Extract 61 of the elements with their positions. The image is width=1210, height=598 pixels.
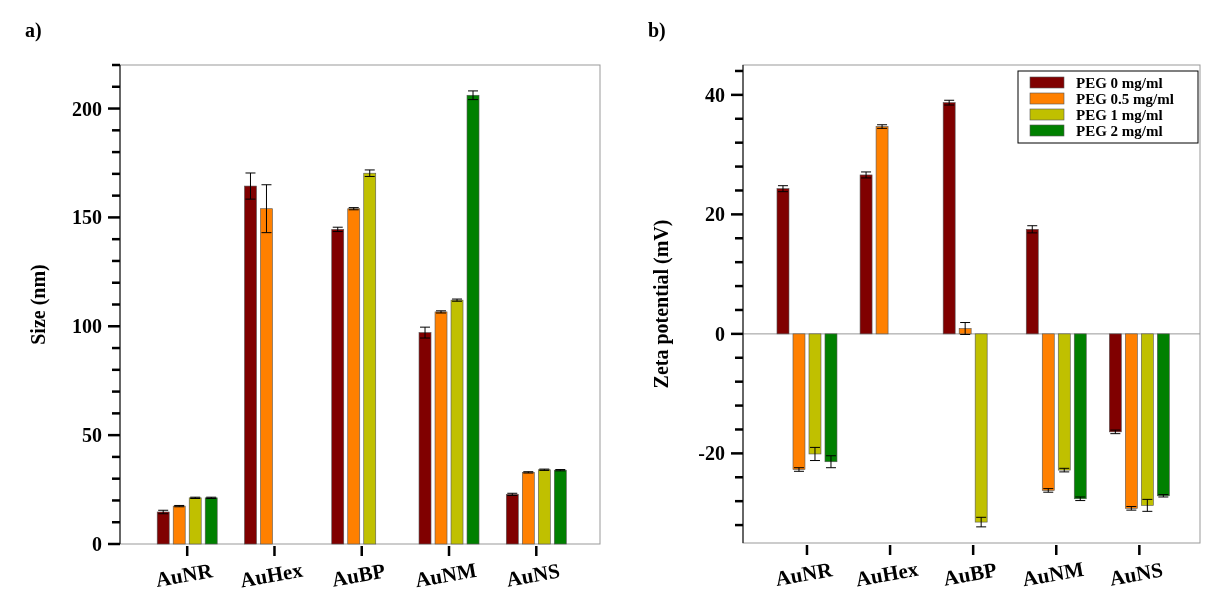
bar (1041, 333, 1055, 491)
bar (204, 497, 218, 545)
y-tick-label: 20 (705, 203, 725, 226)
bar (1073, 333, 1087, 500)
bar (188, 497, 202, 545)
bar (776, 188, 790, 335)
bar (156, 511, 170, 545)
legend-label: PEG 2 mg/ml (1076, 123, 1163, 140)
bar (331, 229, 345, 545)
legend-label: PEG 1 mg/ml (1076, 107, 1163, 124)
bar (521, 472, 535, 545)
x-tick-label: AuNS (1107, 557, 1165, 591)
x-tick-label: AuBP (941, 557, 999, 591)
chart-title: b) (648, 19, 666, 42)
y-tick-label: 200 (72, 97, 102, 120)
bar (808, 333, 822, 455)
chart-title: a) (25, 19, 42, 42)
bar (553, 469, 567, 545)
y-axis-title: Zeta potential (mV) (650, 219, 673, 389)
bar (505, 494, 519, 545)
y-tick-label: 50 (82, 424, 102, 447)
x-tick-label: AuNR (773, 557, 835, 591)
bar (450, 299, 464, 545)
legend-label: PEG 0 mg/ml (1076, 75, 1163, 92)
bar (859, 174, 873, 335)
bar (1141, 333, 1154, 506)
bar (1109, 333, 1122, 433)
y-tick-label: 150 (72, 206, 102, 229)
bar (537, 469, 551, 545)
bar (1157, 333, 1170, 497)
bar (824, 333, 838, 463)
x-tick-label: AuHex (238, 557, 305, 593)
bar (792, 333, 806, 470)
x-tick-label: AuHex (853, 556, 921, 592)
x-tick-label: AuNS (504, 558, 562, 592)
legend-label: PEG 0.5 mg/ml (1076, 91, 1174, 108)
y-tick-label: 0 (715, 322, 725, 345)
x-tick-label: AuBP (330, 558, 388, 592)
bar (347, 208, 361, 545)
bar (875, 126, 889, 335)
bar (260, 208, 273, 545)
y-tick-label: 0 (92, 533, 102, 555)
bar (418, 332, 432, 545)
bar (1057, 333, 1071, 471)
bar (1125, 333, 1138, 509)
y-axis-title: Size (nm) (27, 264, 50, 345)
bar (363, 172, 377, 545)
x-tick-label: AuNM (1020, 556, 1086, 592)
y-tick-label: -20 (698, 442, 725, 465)
bar (434, 311, 448, 545)
y-tick-label: 40 (705, 83, 725, 106)
x-tick-label: AuNR (153, 558, 216, 592)
y-tick-label: 100 (72, 315, 102, 338)
bar (172, 505, 186, 545)
bar (466, 94, 480, 545)
bar (974, 333, 988, 523)
bar (958, 328, 972, 335)
bar (942, 102, 956, 335)
bar (1025, 229, 1039, 335)
x-tick-label: AuNM (413, 557, 479, 593)
bar (244, 185, 257, 545)
